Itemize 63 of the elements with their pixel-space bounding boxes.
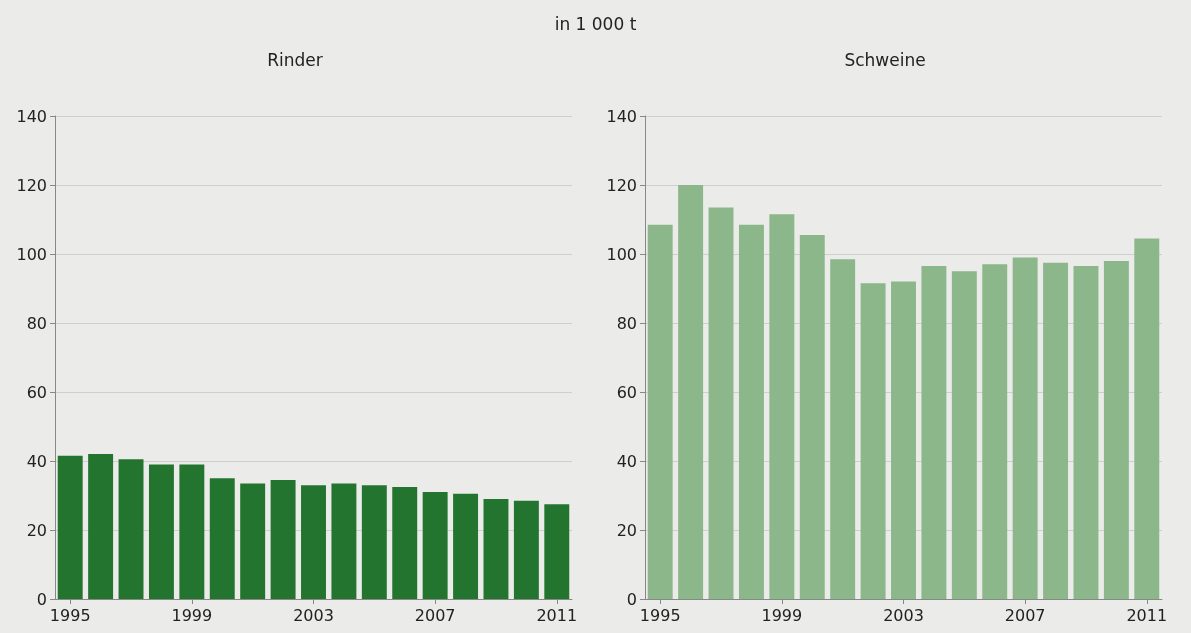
x-tick-label: 2007 <box>1004 605 1046 625</box>
bar <box>240 483 266 599</box>
bar <box>1012 257 1038 599</box>
bar <box>860 283 886 599</box>
x-tick-label: 2011 <box>536 605 578 625</box>
y-tick-label: 60 <box>616 382 637 402</box>
bar <box>647 224 673 599</box>
bar <box>738 224 764 599</box>
y-tick-label: 80 <box>26 313 47 333</box>
bar <box>1103 260 1129 599</box>
bar <box>148 464 174 599</box>
bar <box>1073 266 1099 599</box>
bar <box>921 266 947 599</box>
y-tick-label: 120 <box>606 175 637 195</box>
bar <box>769 214 795 599</box>
bar <box>209 478 235 599</box>
x-tick-label: 2007 <box>414 605 456 625</box>
y-tick-label: 40 <box>26 451 47 471</box>
bar <box>88 454 114 599</box>
y-tick-label: 20 <box>616 520 637 540</box>
bar <box>361 485 387 599</box>
bar <box>830 259 856 599</box>
y-tick-label: 140 <box>16 106 47 126</box>
bar <box>678 185 704 599</box>
bar <box>270 479 296 599</box>
bar <box>513 500 539 599</box>
bar <box>951 271 977 599</box>
x-tick-label: 1995 <box>49 605 91 625</box>
bar <box>57 455 83 599</box>
chart-title: Rinder <box>267 49 323 70</box>
bar <box>453 493 479 599</box>
bar <box>422 492 448 599</box>
text: in 1 000 t <box>554 14 637 34</box>
x-tick-label: 1995 <box>639 605 681 625</box>
bar <box>1043 262 1069 599</box>
y-tick-label: 100 <box>16 244 47 264</box>
bar <box>179 464 205 599</box>
bar <box>708 207 734 599</box>
bar <box>982 264 1008 599</box>
y-tick-label: 20 <box>26 520 47 540</box>
bar <box>483 498 509 599</box>
x-tick-label: 2011 <box>1126 605 1168 625</box>
bar <box>799 235 825 599</box>
x-tick-label: 1999 <box>761 605 803 625</box>
bar <box>544 504 570 599</box>
x-tick-label: 2003 <box>293 605 334 625</box>
bar <box>891 281 916 599</box>
y-tick-label: 40 <box>616 451 637 471</box>
y-tick-label: 0 <box>626 589 637 609</box>
y-tick-label: 60 <box>26 382 47 402</box>
bar <box>1134 238 1160 599</box>
y-tick-label: 120 <box>16 175 47 195</box>
x-tick-label: 2003 <box>883 605 924 625</box>
y-tick-label: 0 <box>36 589 47 609</box>
bar <box>331 483 357 599</box>
y-tick-label: 140 <box>606 106 637 126</box>
bar <box>301 485 326 599</box>
bar <box>118 459 144 599</box>
y-tick-label: 100 <box>606 244 637 264</box>
chart-title: Schweine <box>844 49 926 70</box>
bar <box>392 486 418 599</box>
y-tick-label: 80 <box>616 313 637 333</box>
x-tick-label: 1999 <box>171 605 213 625</box>
